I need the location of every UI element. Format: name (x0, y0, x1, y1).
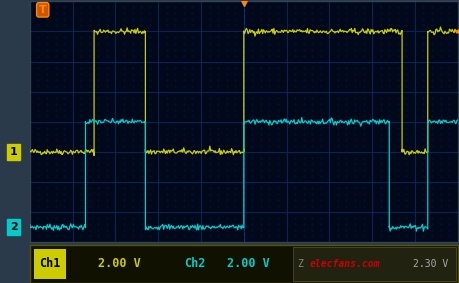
Text: 2.00 V: 2.00 V (226, 258, 269, 270)
Text: 2.00 V: 2.00 V (98, 258, 141, 270)
FancyBboxPatch shape (34, 248, 66, 279)
Text: elecfans.com: elecfans.com (309, 259, 380, 269)
Text: Z: Z (297, 259, 302, 269)
Text: T: T (39, 5, 46, 15)
Text: 2.30 V: 2.30 V (412, 259, 447, 269)
Text: Ch2: Ch2 (184, 258, 205, 270)
FancyBboxPatch shape (292, 247, 454, 281)
Text: 1: 1 (10, 147, 17, 157)
Text: Ch1: Ch1 (39, 258, 61, 270)
Text: 2: 2 (10, 222, 17, 232)
